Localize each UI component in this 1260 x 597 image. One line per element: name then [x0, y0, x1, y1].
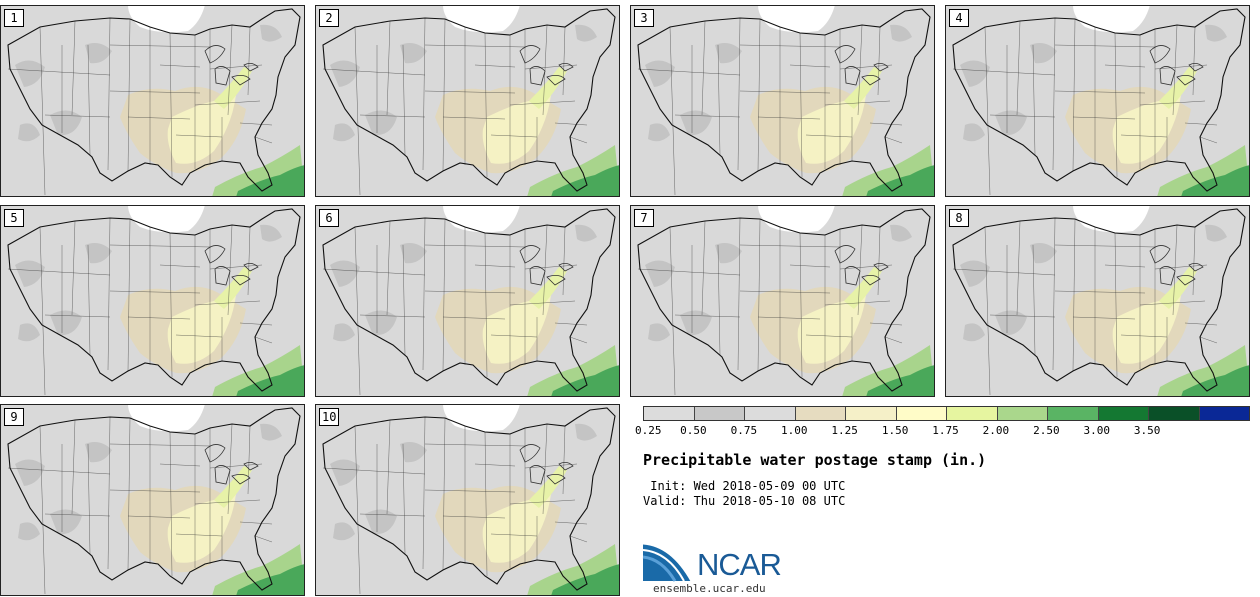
- precipitable-water-map: [945, 5, 1250, 197]
- precipitable-water-map: [315, 205, 620, 397]
- member-number: 5: [4, 209, 24, 227]
- precipitable-water-map: [0, 404, 305, 596]
- colorbar-tick-label: 3.50: [1133, 424, 1161, 437]
- member-number: 6: [319, 209, 339, 227]
- colorbar-tick-label: 1.00: [781, 424, 808, 437]
- member-number: 10: [319, 408, 340, 426]
- colorbar-segment: [947, 407, 998, 420]
- colorbar-segment: [1149, 407, 1200, 420]
- colorbar-tick-label: 0.50: [680, 424, 707, 437]
- website-url: ensemble.ucar.edu: [653, 582, 766, 595]
- ncar-logo: [642, 541, 694, 582]
- colorbar-segment: [997, 407, 1048, 420]
- colorbar-segment: [795, 407, 846, 420]
- colorbar-tick-label: 1.75: [932, 424, 959, 437]
- init-time: Init: Wed 2018-05-09 00 UTC: [643, 479, 846, 493]
- postage-stamp-map: 8: [945, 205, 1250, 397]
- precipitable-water-map: [630, 5, 935, 197]
- member-number: 2: [319, 9, 339, 27]
- precipitable-water-map: [630, 205, 935, 397]
- precipitable-water-map: [0, 205, 305, 397]
- precipitable-water-map: [315, 5, 620, 197]
- member-number: 3: [634, 9, 654, 27]
- colorbar-tick-label: 1.50: [881, 424, 909, 437]
- member-number: 8: [949, 209, 969, 227]
- precipitable-water-map: [0, 5, 305, 197]
- colorbar-tick-label: 0.25: [635, 424, 662, 437]
- colorbar-segment: [1199, 407, 1249, 420]
- postage-stamp-map: 10: [315, 404, 620, 596]
- precipitable-water-map: [945, 205, 1250, 397]
- colorbar-segment: [644, 407, 695, 420]
- colorbar-tick-label: 3.00: [1083, 424, 1111, 437]
- colorbar-segment: [1048, 407, 1099, 420]
- member-number: 7: [634, 209, 654, 227]
- precipitable-water-map: [315, 404, 620, 596]
- colorbar-segment: [1098, 407, 1149, 420]
- colorbar: [643, 406, 1250, 421]
- colorbar-tick-label: 2.50: [1033, 424, 1060, 437]
- member-number: 9: [4, 408, 24, 426]
- postage-stamp-map: 1: [0, 5, 305, 197]
- colorbar-tick-label: 0.75: [730, 424, 758, 437]
- postage-stamp-map: 4: [945, 5, 1250, 197]
- chart-title: Precipitable water postage stamp (in.): [643, 451, 987, 469]
- member-number: 1: [4, 9, 24, 27]
- colorbar-tick-label: 2.00: [982, 424, 1010, 437]
- ncar-logo-text: NCAR: [697, 547, 782, 582]
- member-number: 4: [949, 9, 969, 27]
- colorbar-segment: [846, 407, 897, 420]
- colorbar-segment: [694, 407, 745, 420]
- colorbar-segment: [745, 407, 796, 420]
- postage-stamp-map: 3: [630, 5, 935, 197]
- postage-stamp-map: 2: [315, 5, 620, 197]
- postage-stamp-map: 9: [0, 404, 305, 596]
- postage-stamp-map: 5: [0, 205, 305, 397]
- colorbar-segment: [896, 407, 947, 420]
- colorbar-tick-label: 1.25: [831, 424, 858, 437]
- postage-stamp-map: 6: [315, 205, 620, 397]
- postage-stamp-map: 7: [630, 205, 935, 397]
- valid-time: Valid: Thu 2018-05-10 08 UTC: [643, 494, 846, 508]
